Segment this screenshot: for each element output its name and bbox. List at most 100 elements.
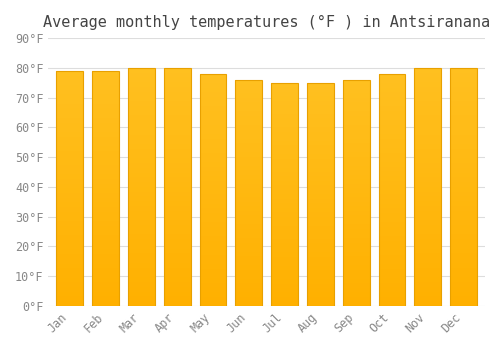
Bar — [342, 206, 369, 211]
Bar — [164, 68, 190, 73]
Bar — [92, 118, 119, 122]
Bar — [450, 182, 477, 187]
Bar — [128, 253, 155, 258]
Bar — [378, 241, 406, 245]
Bar — [56, 235, 84, 240]
Bar — [378, 74, 406, 306]
Bar — [342, 143, 369, 148]
Bar — [128, 73, 155, 77]
Bar — [56, 76, 84, 80]
Bar — [378, 250, 406, 255]
Bar — [414, 82, 441, 87]
Bar — [378, 116, 406, 120]
Bar — [271, 217, 298, 221]
Bar — [128, 182, 155, 187]
Bar — [236, 184, 262, 188]
Bar — [450, 101, 477, 106]
Bar — [378, 158, 406, 162]
Bar — [56, 71, 84, 306]
Bar — [92, 217, 119, 221]
Bar — [271, 190, 298, 194]
Bar — [164, 173, 190, 177]
Bar — [414, 268, 441, 273]
Bar — [200, 153, 226, 158]
Bar — [128, 301, 155, 306]
Bar — [378, 171, 406, 176]
Bar — [200, 116, 226, 120]
Bar — [342, 261, 369, 265]
Bar — [56, 254, 84, 259]
Bar — [342, 175, 369, 179]
Bar — [200, 236, 226, 241]
Bar — [92, 80, 119, 85]
Bar — [414, 234, 441, 239]
Bar — [307, 190, 334, 194]
Bar — [56, 296, 84, 301]
Bar — [128, 87, 155, 92]
Bar — [128, 277, 155, 282]
Bar — [164, 211, 190, 215]
Bar — [414, 177, 441, 182]
Bar — [271, 243, 298, 248]
Bar — [128, 196, 155, 201]
Bar — [200, 213, 226, 218]
Bar — [271, 159, 298, 163]
Bar — [307, 150, 334, 154]
Bar — [56, 122, 84, 127]
Bar — [56, 264, 84, 268]
Bar — [414, 111, 441, 116]
Bar — [128, 154, 155, 158]
Bar — [200, 176, 226, 181]
Bar — [56, 90, 84, 95]
Bar — [236, 233, 262, 238]
Bar — [307, 145, 334, 150]
Bar — [92, 188, 119, 193]
Bar — [414, 87, 441, 92]
Bar — [92, 296, 119, 301]
Bar — [92, 151, 119, 155]
Bar — [56, 165, 84, 169]
Bar — [164, 187, 190, 191]
Bar — [236, 107, 262, 111]
Bar — [378, 269, 406, 273]
Bar — [56, 155, 84, 160]
Bar — [92, 132, 119, 136]
Bar — [200, 218, 226, 222]
Bar — [450, 97, 477, 101]
Bar — [342, 252, 369, 256]
Bar — [236, 170, 262, 175]
Bar — [164, 215, 190, 220]
Bar — [378, 111, 406, 116]
Bar — [414, 191, 441, 196]
Bar — [56, 113, 84, 118]
Bar — [271, 194, 298, 199]
Title: Average monthly temperatures (°F ) in Antsiranana: Average monthly temperatures (°F ) in An… — [43, 15, 490, 30]
Bar — [92, 146, 119, 151]
Bar — [128, 130, 155, 134]
Bar — [128, 239, 155, 244]
Bar — [307, 221, 334, 225]
Bar — [164, 201, 190, 206]
Bar — [342, 80, 369, 306]
Bar — [128, 101, 155, 106]
Bar — [200, 185, 226, 190]
Bar — [342, 148, 369, 152]
Bar — [164, 120, 190, 125]
Bar — [414, 168, 441, 173]
Bar — [342, 166, 369, 170]
Bar — [271, 203, 298, 208]
Bar — [128, 120, 155, 125]
Bar — [164, 101, 190, 106]
Bar — [378, 255, 406, 259]
Bar — [164, 225, 190, 230]
Bar — [128, 68, 155, 306]
Bar — [271, 145, 298, 150]
Bar — [450, 244, 477, 249]
Bar — [200, 158, 226, 162]
Bar — [200, 167, 226, 171]
Bar — [236, 274, 262, 279]
Bar — [307, 83, 334, 306]
Bar — [236, 179, 262, 184]
Bar — [164, 149, 190, 154]
Bar — [342, 233, 369, 238]
